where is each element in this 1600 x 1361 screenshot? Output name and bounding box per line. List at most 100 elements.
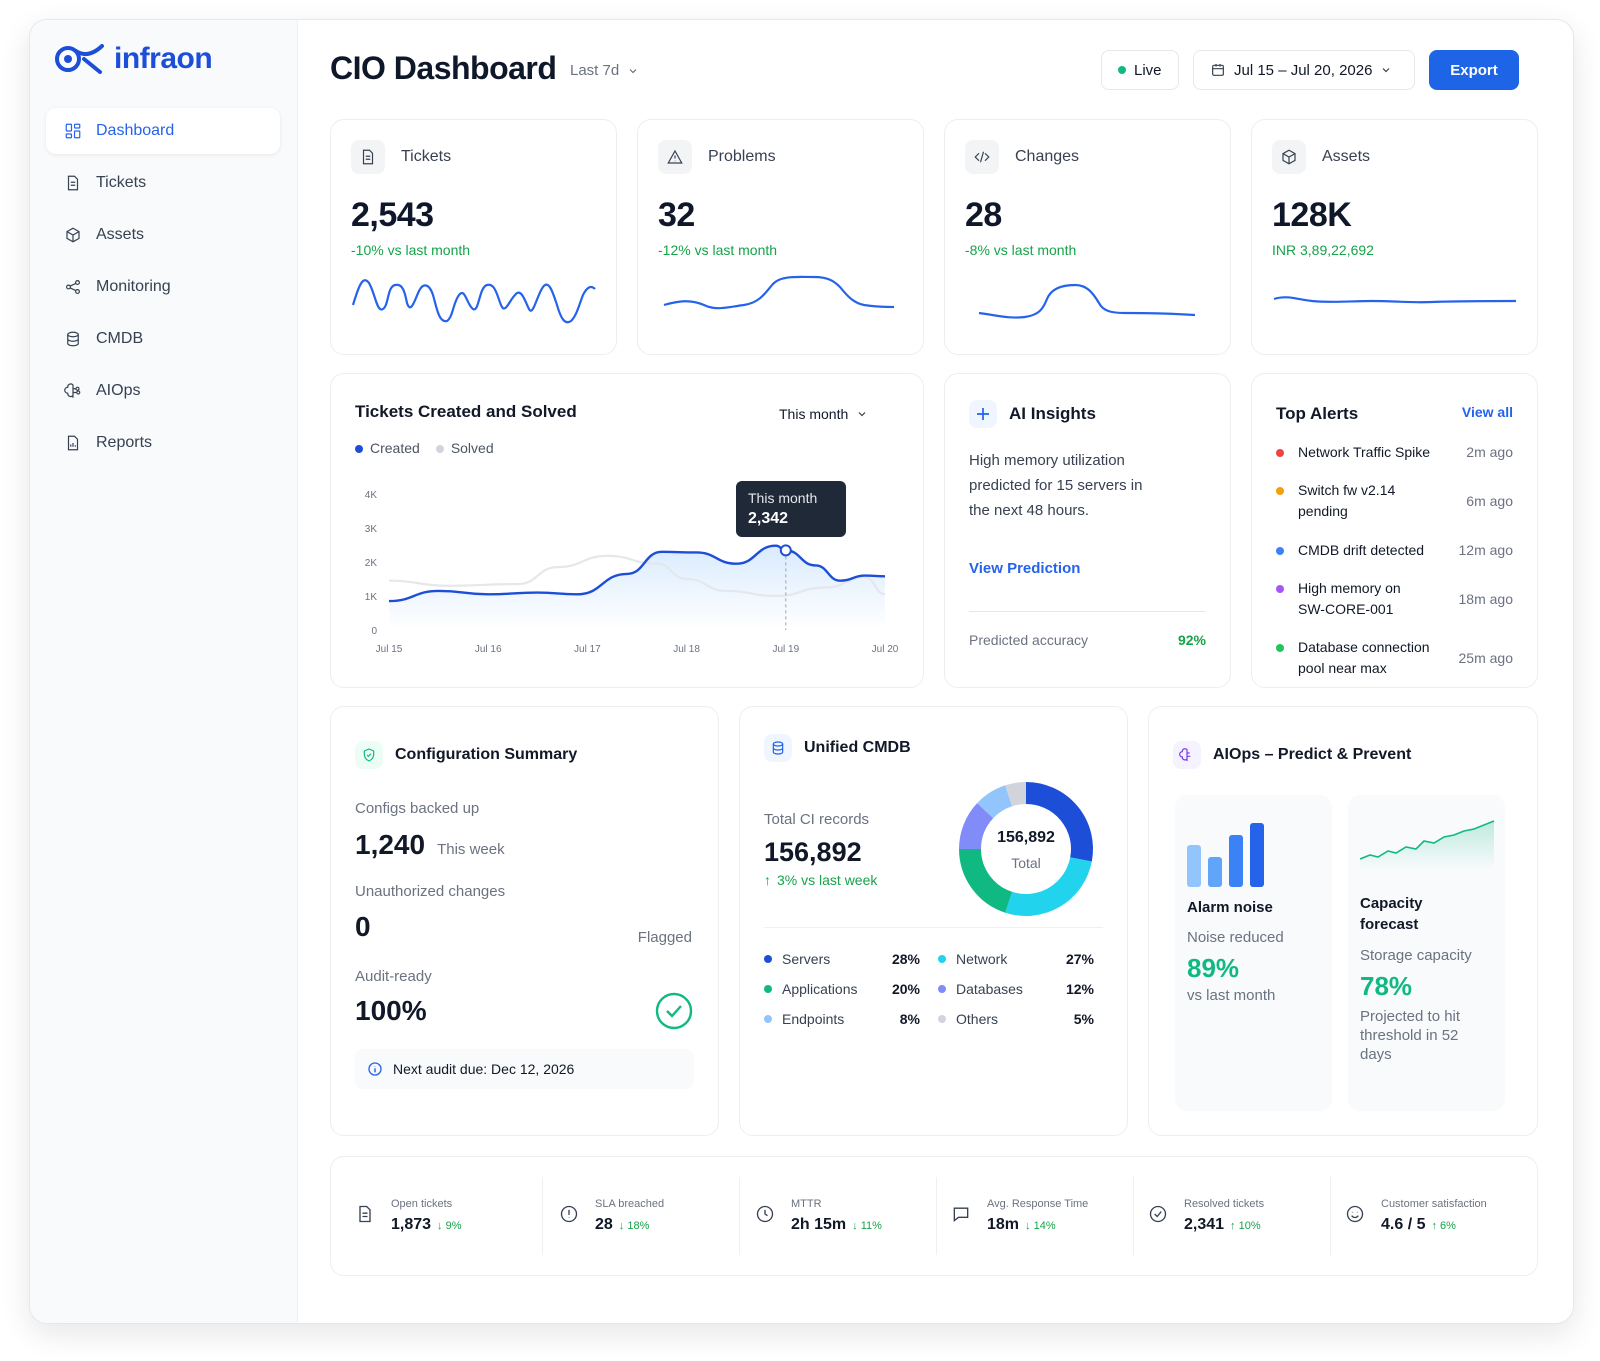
alert-time: 6m ago — [1466, 493, 1513, 509]
stat-open-tickets[interactable]: Open tickets 1,873 ↓ 9% — [355, 1157, 462, 1275]
kpi-value: 32 — [658, 196, 695, 234]
stat-mttr[interactable]: MTTR 2h 15m ↓ 11% — [755, 1157, 882, 1275]
stat-csat[interactable]: Customer satisfaction 4.6 / 5 ↑ 6% — [1345, 1157, 1487, 1275]
legend-label: Others — [956, 1011, 999, 1027]
period-label: This month — [779, 406, 849, 422]
alert-text: Switch fw v2.14 pending — [1298, 482, 1396, 519]
kpi-card-tickets[interactable]: Tickets 2,543 -10% vs last month — [330, 119, 617, 355]
ai-insights-card: AI Insights High memory utilization pred… — [944, 373, 1231, 688]
infraon-logo-icon — [55, 44, 104, 74]
code-icon — [965, 140, 999, 174]
sidebar-item-label: Assets — [96, 226, 145, 243]
stat-label: Avg. Response Time — [987, 1198, 1089, 1210]
stat-resolved[interactable]: Resolved tickets 2,341 ↑ 10% — [1148, 1157, 1264, 1275]
date-range-picker[interactable]: Jul 15 – Jul 20, 2026 — [1193, 50, 1415, 90]
accuracy-label: Predicted accuracy — [969, 632, 1089, 648]
donut-segment-network[interactable] — [1005, 856, 1092, 916]
sidebar-item-label: CMDB — [96, 330, 144, 347]
alert-item[interactable]: High memory on SW-CORE-001 18m ago — [1276, 578, 1513, 620]
sidebar-item-dashboard[interactable]: Dashboard — [46, 108, 280, 154]
sidebar-item-label: Tickets — [96, 174, 147, 191]
period-dropdown[interactable]: This month — [779, 406, 868, 422]
stat-delta: ↓ 18% — [618, 1220, 650, 1232]
alert-item[interactable]: CMDB drift detected 12m ago — [1276, 540, 1513, 561]
donut-label: Total — [1011, 855, 1041, 871]
kpi-sparkline — [1273, 296, 1517, 304]
stat-sla-breached[interactable]: SLA breached 28 ↓ 18% — [559, 1157, 664, 1275]
sidebar-item-aiops[interactable]: AIOps — [46, 368, 280, 414]
kpi-delta: -10% vs last month — [351, 242, 471, 258]
backed-sub: This week — [437, 841, 505, 858]
live-toggle[interactable]: Live — [1101, 50, 1179, 90]
trend-chart-icon — [1360, 820, 1495, 869]
donut-segment-others[interactable] — [1005, 782, 1027, 807]
kpi-card-changes[interactable]: Changes 28 -8% vs last month — [944, 119, 1231, 355]
stat-avg-response[interactable]: Avg. Response Time 18m ↓ 14% — [951, 1157, 1088, 1275]
alert-text: Network Traffic Spike — [1298, 444, 1431, 460]
shield-check-icon — [355, 741, 383, 769]
tickets-line-chart[interactable]: 0 1K 2K 3K 4K Jul 15 Jul 16 Jul 17 Jul 18 Jul 19 J… — [331, 374, 925, 689]
kpi-card-assets[interactable]: Assets 128K INR 3,89,22,692 — [1251, 119, 1538, 355]
config-title: Configuration Summary — [395, 746, 578, 763]
donut-segment-servers[interactable] — [1025, 782, 1093, 862]
top-alerts-card: Top Alerts View all Network Traffic Spik… — [1251, 373, 1538, 688]
kpi-delta: -8% vs last month — [965, 242, 1077, 258]
legend-pct: 28% — [891, 951, 920, 967]
unified-cmdb-card: Unified CMDB Total CI records 156,892 ↑ 3… — [739, 706, 1128, 1136]
view-prediction-link[interactable]: View Prediction — [969, 560, 1081, 577]
sidebar-item-cmdb[interactable]: CMDB — [46, 316, 280, 362]
stat-label: Customer satisfaction — [1381, 1198, 1487, 1210]
brand-logo[interactable]: infraon — [54, 42, 213, 76]
sidebar-item-label: Reports — [96, 434, 153, 451]
alert-text: CMDB drift detected — [1298, 542, 1425, 558]
sidebar-item-assets[interactable]: Assets — [46, 212, 280, 258]
backed-label: Configs backed up — [355, 800, 480, 817]
legend-pct: 12% — [1065, 981, 1094, 997]
legend-swatch — [764, 955, 772, 963]
donut-segment-endpoints[interactable] — [977, 785, 1013, 819]
legend-network: Network 27% — [938, 951, 1094, 967]
capacity-value: 78% — [1360, 971, 1413, 1001]
cmdb-donut-chart[interactable] — [956, 779, 1096, 919]
created-area — [389, 545, 885, 630]
kpi-label: Problems — [708, 148, 776, 165]
accuracy-value: 92% — [1177, 632, 1206, 648]
clock-icon — [755, 1204, 775, 1229]
sidebar-item-reports[interactable]: Reports — [46, 420, 280, 466]
legend-label: Applications — [782, 981, 858, 997]
calendar-icon — [1212, 64, 1224, 76]
x-tick-label: Jul 20 — [872, 644, 899, 655]
alert-time: 12m ago — [1458, 542, 1513, 558]
alert-item[interactable]: Network Traffic Spike 2m ago — [1276, 442, 1513, 463]
kpi-card-problems[interactable]: Problems 32 -12% vs last month — [637, 119, 924, 355]
export-button[interactable]: Export — [1429, 50, 1519, 90]
x-tick-label: Jul 17 — [574, 644, 601, 655]
alert-item[interactable]: Switch fw v2.14 pending 6m ago — [1276, 480, 1513, 522]
grid-icon — [65, 123, 81, 139]
sidebar-item-tickets[interactable]: Tickets — [46, 160, 280, 206]
document-icon — [67, 175, 79, 191]
legend-solved[interactable]: Solved — [435, 440, 494, 456]
y-tick-label: 2K — [365, 558, 378, 569]
x-tick-label: Jul 18 — [673, 644, 700, 655]
capacity-forecast-panel[interactable]: Capacity forecast Storage capacity 78% P… — [1348, 795, 1505, 1111]
chat-icon — [951, 1204, 971, 1229]
donut-segment-databases[interactable] — [959, 803, 994, 850]
sidebar-nav: Dashboard Tickets Assets Monitoring CMDB… — [46, 108, 280, 472]
alarm-noise-panel[interactable]: Alarm noise Noise reduced 89% vs last mo… — [1175, 795, 1332, 1111]
range-dropdown[interactable]: Last 7d — [570, 62, 639, 79]
legend-pct: 8% — [899, 1011, 920, 1027]
view-all-link[interactable]: View all — [1461, 404, 1513, 420]
kpi-value: 28 — [965, 196, 1002, 234]
alert-item[interactable]: Database connection pool near max 25m ago — [1276, 637, 1513, 679]
sidebar-item-monitoring[interactable]: Monitoring — [46, 264, 280, 310]
total-label: Total CI records — [764, 811, 870, 828]
tooltip-value: 2,342 — [748, 510, 789, 527]
legend-label: Databases — [956, 981, 1023, 997]
legend-created[interactable]: Created — [355, 440, 420, 456]
legend-pct: 20% — [891, 981, 920, 997]
chart-title: Tickets Created and Solved — [355, 402, 577, 421]
legend-databases: Databases 12% — [938, 981, 1094, 997]
kpi-sparkline — [663, 275, 895, 310]
donut-segment-applications[interactable] — [959, 848, 1013, 913]
